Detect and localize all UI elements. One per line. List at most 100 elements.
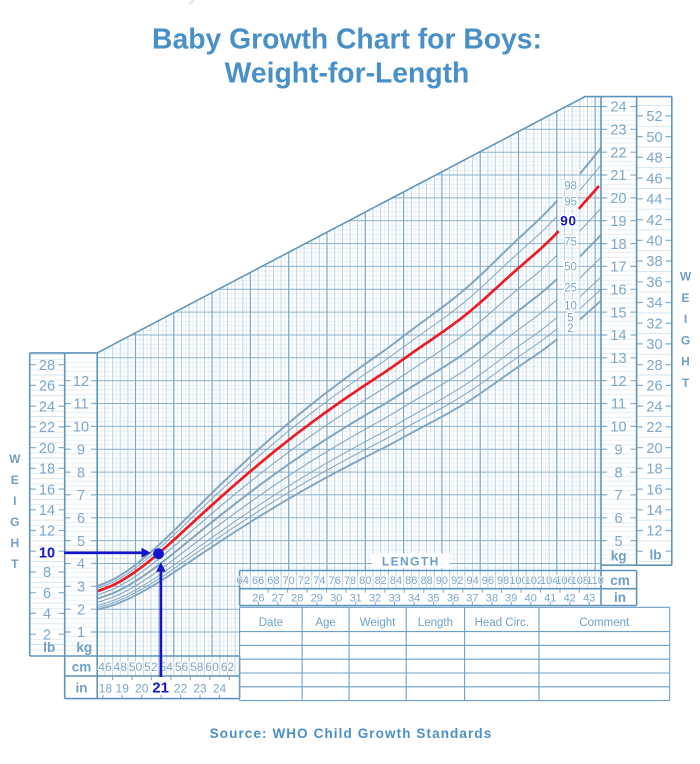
svg-text:31: 31 xyxy=(350,593,362,605)
svg-text:32: 32 xyxy=(369,593,381,605)
svg-text:kg: kg xyxy=(76,640,92,655)
svg-text:36: 36 xyxy=(447,593,459,605)
svg-text:40: 40 xyxy=(525,593,537,605)
svg-text:50: 50 xyxy=(129,660,143,674)
svg-text:66: 66 xyxy=(252,575,264,587)
svg-text:20: 20 xyxy=(610,191,626,207)
svg-text:43: 43 xyxy=(583,593,595,605)
svg-text:2: 2 xyxy=(77,602,85,618)
svg-text:14: 14 xyxy=(646,503,662,519)
svg-text:64: 64 xyxy=(237,575,249,587)
svg-text:29: 29 xyxy=(311,593,323,605)
svg-text:Source: WHO Child Growth Stand: Source: WHO Child Growth Standards xyxy=(210,726,493,741)
svg-text:38: 38 xyxy=(646,254,662,270)
svg-text:84: 84 xyxy=(390,575,402,587)
svg-text:34: 34 xyxy=(408,593,420,605)
svg-text:15: 15 xyxy=(610,305,626,321)
svg-text:28: 28 xyxy=(291,593,303,605)
svg-text:24: 24 xyxy=(213,681,227,695)
svg-text:48: 48 xyxy=(114,660,128,674)
svg-text:21: 21 xyxy=(610,168,626,184)
svg-text:30: 30 xyxy=(646,337,662,353)
svg-text:75: 75 xyxy=(564,237,577,249)
svg-text:21: 21 xyxy=(152,680,169,697)
svg-text:Age: Age xyxy=(315,617,335,629)
svg-text:98: 98 xyxy=(564,181,577,193)
svg-text:102: 102 xyxy=(525,575,543,587)
svg-text:22: 22 xyxy=(610,145,626,161)
svg-text:6: 6 xyxy=(77,511,85,527)
svg-text:90: 90 xyxy=(436,575,448,587)
svg-text:94: 94 xyxy=(466,575,478,587)
svg-text:23: 23 xyxy=(610,123,626,139)
svg-text:E: E xyxy=(681,291,689,305)
svg-text:25: 25 xyxy=(564,282,577,294)
svg-text:10: 10 xyxy=(39,545,55,561)
svg-text:32: 32 xyxy=(646,316,662,332)
svg-text:36: 36 xyxy=(646,275,662,291)
svg-text:8: 8 xyxy=(43,565,51,581)
svg-text:9: 9 xyxy=(614,442,622,458)
svg-text:82: 82 xyxy=(375,575,387,587)
svg-text:16: 16 xyxy=(610,283,626,299)
svg-text:4: 4 xyxy=(43,607,51,623)
svg-text:46: 46 xyxy=(646,171,662,187)
svg-text:80: 80 xyxy=(359,575,371,587)
svg-text:2: 2 xyxy=(43,627,51,643)
svg-text:17: 17 xyxy=(610,260,626,276)
svg-text:18: 18 xyxy=(99,681,113,695)
svg-text:G: G xyxy=(10,515,19,529)
svg-text:12: 12 xyxy=(73,374,89,390)
svg-text:90: 90 xyxy=(560,214,577,229)
svg-text:50: 50 xyxy=(564,261,577,273)
svg-text:7: 7 xyxy=(614,488,622,504)
svg-text:7: 7 xyxy=(77,488,85,504)
svg-text:92: 92 xyxy=(451,575,463,587)
svg-text:18: 18 xyxy=(39,462,55,478)
svg-text:8: 8 xyxy=(614,465,622,481)
svg-text:40: 40 xyxy=(646,234,662,250)
svg-text:26: 26 xyxy=(252,593,264,605)
svg-text:42: 42 xyxy=(646,213,662,229)
svg-text:28: 28 xyxy=(39,358,55,374)
svg-text:27: 27 xyxy=(272,593,284,605)
svg-text:Head Circ.: Head Circ. xyxy=(475,617,529,629)
svg-text:W: W xyxy=(680,270,692,284)
svg-text:18: 18 xyxy=(646,462,662,478)
svg-text:I: I xyxy=(13,494,16,508)
svg-text:6: 6 xyxy=(614,511,622,527)
svg-text:72: 72 xyxy=(298,575,310,587)
svg-text:12: 12 xyxy=(610,374,626,390)
svg-text:8: 8 xyxy=(77,465,85,481)
svg-text:110: 110 xyxy=(586,575,604,587)
svg-text:9: 9 xyxy=(77,442,85,458)
svg-text:5: 5 xyxy=(567,312,573,324)
svg-text:33: 33 xyxy=(388,593,400,605)
svg-text:Weight-for-Length: Weight-for-Length xyxy=(225,57,470,89)
svg-text:39: 39 xyxy=(505,593,517,605)
svg-text:18: 18 xyxy=(610,237,626,253)
svg-text:20: 20 xyxy=(646,441,662,457)
svg-text:1: 1 xyxy=(77,625,85,641)
svg-text:26: 26 xyxy=(39,379,55,395)
svg-text:2: 2 xyxy=(567,323,573,335)
svg-text:46: 46 xyxy=(98,660,112,674)
svg-text:24: 24 xyxy=(646,399,662,415)
svg-text:96: 96 xyxy=(482,575,494,587)
svg-text:I: I xyxy=(684,312,687,326)
svg-text:G: G xyxy=(681,333,690,347)
svg-text:Weight: Weight xyxy=(360,617,396,629)
svg-text:30: 30 xyxy=(330,593,342,605)
svg-text:60: 60 xyxy=(205,660,219,674)
svg-text:Baby Growth Charts and Percent: Baby Growth Charts and Percentiles xyxy=(142,0,557,5)
svg-text:42: 42 xyxy=(564,593,576,605)
svg-text:3: 3 xyxy=(77,580,85,596)
svg-text:19: 19 xyxy=(116,681,130,695)
svg-text:48: 48 xyxy=(646,151,662,167)
svg-text:in: in xyxy=(614,590,626,605)
svg-text:38: 38 xyxy=(486,593,498,605)
svg-text:H: H xyxy=(681,355,690,369)
svg-text:44: 44 xyxy=(646,192,662,208)
svg-text:58: 58 xyxy=(190,660,204,674)
svg-text:24: 24 xyxy=(39,399,55,415)
